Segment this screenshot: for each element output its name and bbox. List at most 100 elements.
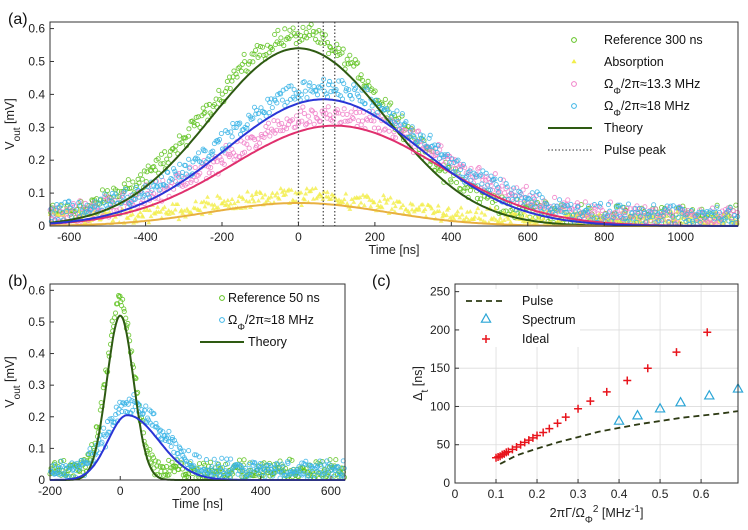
data-point [392,135,399,141]
data-point [279,120,285,127]
data-point [220,465,226,471]
data-point [340,46,346,52]
data-point [228,201,233,206]
data-point [351,63,357,69]
data-point [229,134,235,140]
data-point [138,172,144,178]
data-point [478,217,484,222]
data-point [377,198,383,203]
data-point [281,43,287,49]
data-point [312,110,318,117]
data-point [476,165,482,171]
legend-entry-1: ΩΦ/2π≈18 MHz [228,313,314,333]
data-point [505,216,511,221]
y-axis-label: Vout [mV] [3,356,23,407]
data-point [265,198,271,203]
data-point [720,221,726,226]
data-point [217,473,223,479]
data-point [655,211,661,217]
data-point [722,215,728,221]
ideal-point [703,328,712,337]
data-point [397,199,403,204]
data-point [193,114,199,120]
data-point [125,320,131,327]
data-point [249,51,255,57]
data-point [597,200,604,206]
data-point [402,127,408,133]
ideal-point [574,404,583,413]
data-point [94,424,100,430]
data-point [286,83,292,89]
data-point [241,140,247,146]
data-point [198,160,205,166]
data-point [166,428,172,434]
data-point [410,202,416,207]
axes-frame [49,21,739,227]
data-point [683,218,689,225]
data-point [205,156,211,162]
data-point [651,219,657,225]
y-label-unit: [ns] [411,366,425,390]
data-point [299,37,305,43]
data-point [599,207,605,214]
data-point [416,207,422,212]
y-tick-label: 100 [430,399,450,413]
data-point [326,51,332,57]
panel-a-label: (a) [8,11,28,28]
data-point [455,157,461,163]
data-point [149,452,155,458]
data-point [298,471,304,477]
data-point [254,143,260,149]
data-point [497,176,503,182]
data-point [285,460,291,466]
data-point [336,78,342,84]
data-point [235,198,241,204]
data-point [183,171,189,177]
legend-entry-0: Reference 50 ns [228,291,320,305]
data-point [371,118,377,124]
data-point [267,133,273,139]
data-point [231,124,237,130]
data-point [472,214,478,219]
data-point [177,445,183,452]
data-point [361,202,367,208]
data-point [70,466,76,472]
y-tick-label: 150 [430,361,450,375]
legend-marker-absorption [571,59,577,64]
x-label-sup: -1 [631,504,640,515]
data-point [282,26,288,32]
data-point [341,465,347,471]
data-point [340,111,346,117]
data-point [282,103,288,109]
legend-omega: Ω [228,313,237,327]
data-point [60,463,66,470]
legend-omega: Ω [604,77,613,91]
data-point [189,118,195,124]
data-point [426,135,432,141]
data-point [99,439,105,445]
data-point [679,206,686,213]
x-tick-label: 0 [295,230,302,244]
data-point [388,100,394,106]
data-point [241,457,247,463]
data-point [731,216,737,222]
data-point [462,165,468,171]
data-point [121,309,127,315]
data-point [385,197,391,202]
data-point [343,191,349,196]
ideal-point [602,387,611,396]
data-point [147,447,153,453]
data-point [258,190,264,195]
data-point [453,180,460,186]
axes-frame [454,283,739,484]
data-point [234,74,240,80]
data-point [253,47,259,53]
data-point [516,188,522,194]
data-point [565,203,571,209]
y-label-unit: [mV] [3,98,17,127]
data-point [315,39,321,45]
data-point [646,209,652,215]
data-point [186,126,192,132]
data-point [500,177,506,183]
